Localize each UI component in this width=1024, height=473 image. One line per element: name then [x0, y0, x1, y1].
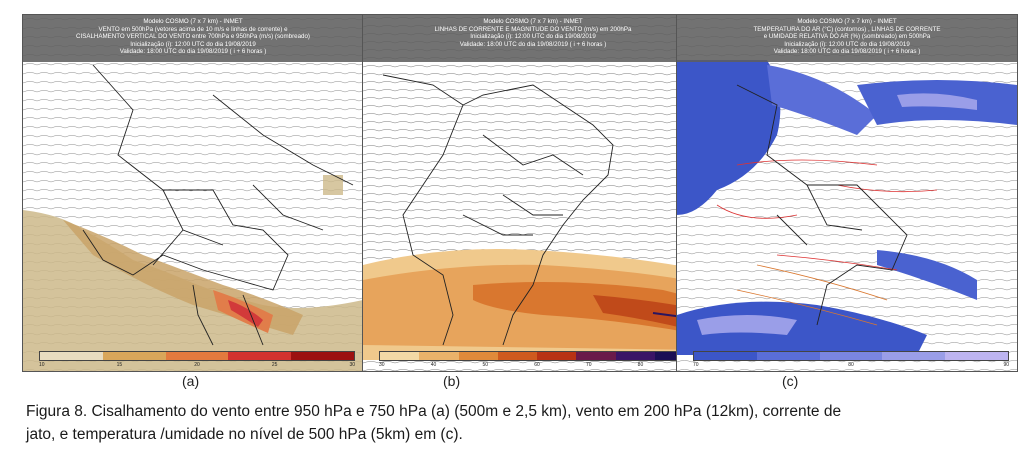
panel-c-label: (c): [782, 373, 799, 389]
header-line: Modelo COSMO (7 x 7 km) - INMET: [143, 18, 243, 25]
header-line: Validade: 18:00 UTC do dia 19/08/2019 ( …: [459, 40, 607, 48]
colorbar-swatch: [882, 352, 946, 360]
header-line: TEMPERATURA DO AR (°C) (contornos) , LIN…: [753, 25, 941, 33]
header-line: Inicialização (i): 12:00 UTC do dia 19/0…: [470, 33, 596, 41]
panel-a-label: (a): [182, 373, 200, 389]
colorbar-swatch: [819, 352, 883, 360]
colorbar-swatch: [694, 352, 757, 360]
colorbar-c-legend: 70 80 90: [693, 351, 1009, 368]
header-line: Inicialização (i): 12:00 UTC do dia 19/0…: [784, 40, 910, 48]
colorbar-tick: 50: [482, 362, 489, 368]
colorbar-tick: 25: [271, 362, 278, 368]
colorbar-tick: 40: [430, 362, 437, 368]
colorbar-swatch: [654, 352, 694, 360]
header-line: Validade: 18:00 UTC do dia 19/08/2019 ( …: [119, 48, 267, 56]
panel-b-header: Modelo COSMO (7 x 7 km) - INMET LINHAS D…: [363, 15, 703, 62]
colorbar-tick: 90: [1003, 362, 1009, 368]
header-line: Modelo COSMO (7 x 7 km) - INMET: [483, 18, 583, 25]
colorbar-tick: 80: [848, 362, 854, 368]
colorbar-tick: 10: [39, 362, 45, 368]
colorbar-swatch: [497, 352, 537, 360]
colorbar-c-swatches: [693, 351, 1009, 361]
colorbar-swatch: [458, 352, 498, 360]
colorbar-tick: 70: [585, 362, 592, 368]
header-line: Modelo COSMO (7 x 7 km) - INMET: [797, 18, 897, 25]
colorbar-swatch: [419, 352, 459, 360]
panel-c-header: Modelo COSMO (7 x 7 km) - INMET TEMPERAT…: [677, 15, 1017, 62]
colorbar-swatch: [537, 352, 577, 360]
temperature-humidity-map: [677, 15, 1017, 371]
panel-c-map: Modelo COSMO (7 x 7 km) - INMET TEMPERAT…: [676, 14, 1018, 372]
colorbar-a-legend: 10 15 20 25 30: [39, 351, 355, 368]
colorbar-swatch: [576, 352, 616, 360]
header-line: CISALHAMENTO VERTICAL DO VENTO entre 700…: [76, 33, 310, 41]
colorbar-swatch: [165, 352, 229, 360]
colorbar-swatch: [615, 352, 655, 360]
colorbar-tick: 30: [379, 362, 385, 368]
caption-line: jato, e temperatura /umidade no nível de…: [26, 426, 463, 443]
colorbar-tick: 30: [349, 362, 355, 368]
colorbar-tick: 60: [534, 362, 540, 368]
header-line: Inicialização (i): 12:00 UTC do dia 19/0…: [130, 40, 256, 48]
colorbar-swatch: [228, 352, 292, 360]
panel-a-map: Modelo COSMO (7 x 7 km) - INMET VENTO em…: [22, 14, 364, 372]
colorbar-swatch: [291, 352, 354, 360]
panel-a-header: Modelo COSMO (7 x 7 km) - INMET VENTO em…: [23, 15, 363, 62]
wind-shear-map: [23, 15, 363, 371]
header-line: Validade: 18:00 UTC do dia 19/08/2019 ( …: [773, 48, 921, 56]
colorbar-swatch: [380, 352, 420, 360]
panel-b-map: Modelo COSMO (7 x 7 km) - INMET LINHAS D…: [362, 14, 704, 372]
colorbar-swatch: [945, 352, 1008, 360]
colorbar-a-swatches: [39, 351, 355, 361]
header-line: e UMIDADE RELATIVA DO AR (%) (sombreado)…: [763, 33, 931, 41]
caption-line: Figura 8. Cisalhamento do vento entre 95…: [26, 403, 842, 420]
header-line: LINHAS DE CORRENTE E MAGNITUDE DO VENTO …: [434, 25, 632, 33]
colorbar-swatch: [102, 352, 166, 360]
colorbar-tick: 20: [194, 362, 200, 368]
panel-b-label: (b): [443, 373, 461, 389]
header-line: VENTO em 500hPa (vetores acima de 10 m/s…: [98, 25, 288, 33]
colorbar-b-swatches: [379, 351, 695, 361]
figure-caption: Figura 8. Cisalhamento do vento entre 95…: [26, 400, 1016, 446]
colorbar-swatch: [756, 352, 820, 360]
colorbar-swatch: [40, 352, 103, 360]
colorbar-tick: 15: [116, 362, 123, 368]
colorbar-b-legend: 30 40 50 60 70 80 90: [379, 351, 695, 368]
colorbar-tick: 80: [637, 362, 644, 368]
colorbar-tick: 70: [693, 362, 699, 368]
jet-stream-map: [363, 15, 703, 371]
